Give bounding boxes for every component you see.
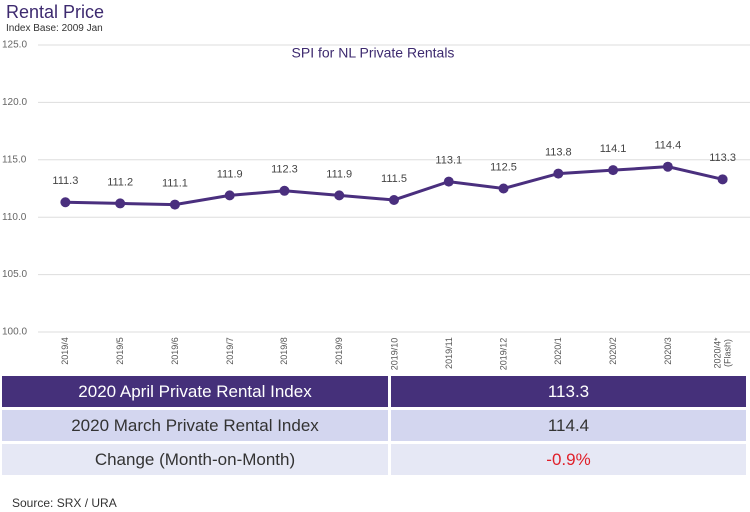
point [717,174,728,185]
table-row: Change (Month-on-Month) -0.9% [2,444,746,475]
point [334,190,345,201]
y-tick-label: 120.0 [2,97,27,108]
value-label: 112.5 [490,161,517,173]
value-label: 113.8 [545,146,572,158]
page-subtitle: Index Base: 2009 Jan [6,23,103,34]
value-label: 113.1 [435,155,462,167]
table-row: 2020 March Private Rental Index 114.4 [2,410,746,441]
point [498,183,509,194]
y-tick-label: 100.0 [2,327,27,338]
value-label: 114.1 [600,143,627,155]
x-tick-label: 2020/3 [662,337,673,365]
value-label: 111.1 [162,177,188,189]
cell: 2020 March Private Rental Index [2,410,391,441]
x-tick-label: 2019/12 [498,337,509,370]
value-label: 111.2 [107,176,133,188]
x-tick-label: 2019/5 [114,337,125,365]
point [279,185,290,196]
y-tick-label: 105.0 [2,269,27,280]
chart-title: SPI for NL Private Rentals [292,45,455,61]
cell: Change (Month-on-Month) [2,444,391,475]
y-tick-label: 115.0 [2,154,27,165]
value-label: 111.5 [381,173,407,185]
point [224,190,235,201]
table-row: 2020 April Private Rental Index 113.3 [2,376,746,407]
value-label: 111.3 [52,175,78,187]
x-tick-label: 2019/11 [443,337,454,369]
point [662,161,673,172]
x-tick-label: 2019/7 [224,337,235,365]
x-tick-label: 2019/10 [388,337,399,370]
value-label: 111.9 [217,168,243,180]
y-tick-label: 110.0 [2,212,27,223]
x-tick-label: 2019/8 [279,337,290,365]
value-label: 112.3 [271,164,298,176]
cell: 114.4 [391,410,746,441]
source: Source: SRX / URA [12,496,117,510]
chart: SPI for NL Private Rentals 100.0 105.0 110… [2,40,750,338]
x-tick-label: 2020/2 [607,337,618,365]
cell: 113.3 [391,376,746,407]
value-label: 111.9 [326,168,352,180]
x-tick-label: 2019/9 [333,337,344,365]
x-tick-label: 2019/6 [169,337,180,365]
point [389,194,399,205]
value-label: 113.3 [709,152,736,164]
cell: -0.9% [391,444,746,475]
page-title: Rental Price [6,2,105,22]
value-label: 114.4 [654,140,681,152]
point [115,198,126,209]
point [443,176,454,187]
point [169,199,180,210]
cell: 2020 April Private Rental Index [2,376,391,407]
x-tick-label: 2020/1 [553,337,564,365]
summary-table: 2020 April Private Rental Index 113.3 202… [2,373,746,478]
x-tick-label: 2020/4* (Flash) [712,336,733,369]
point [608,165,619,176]
point [60,197,71,208]
point [553,168,564,179]
y-tick-label: 125.0 [2,40,27,51]
x-tick-label: 2019/4 [60,337,71,365]
